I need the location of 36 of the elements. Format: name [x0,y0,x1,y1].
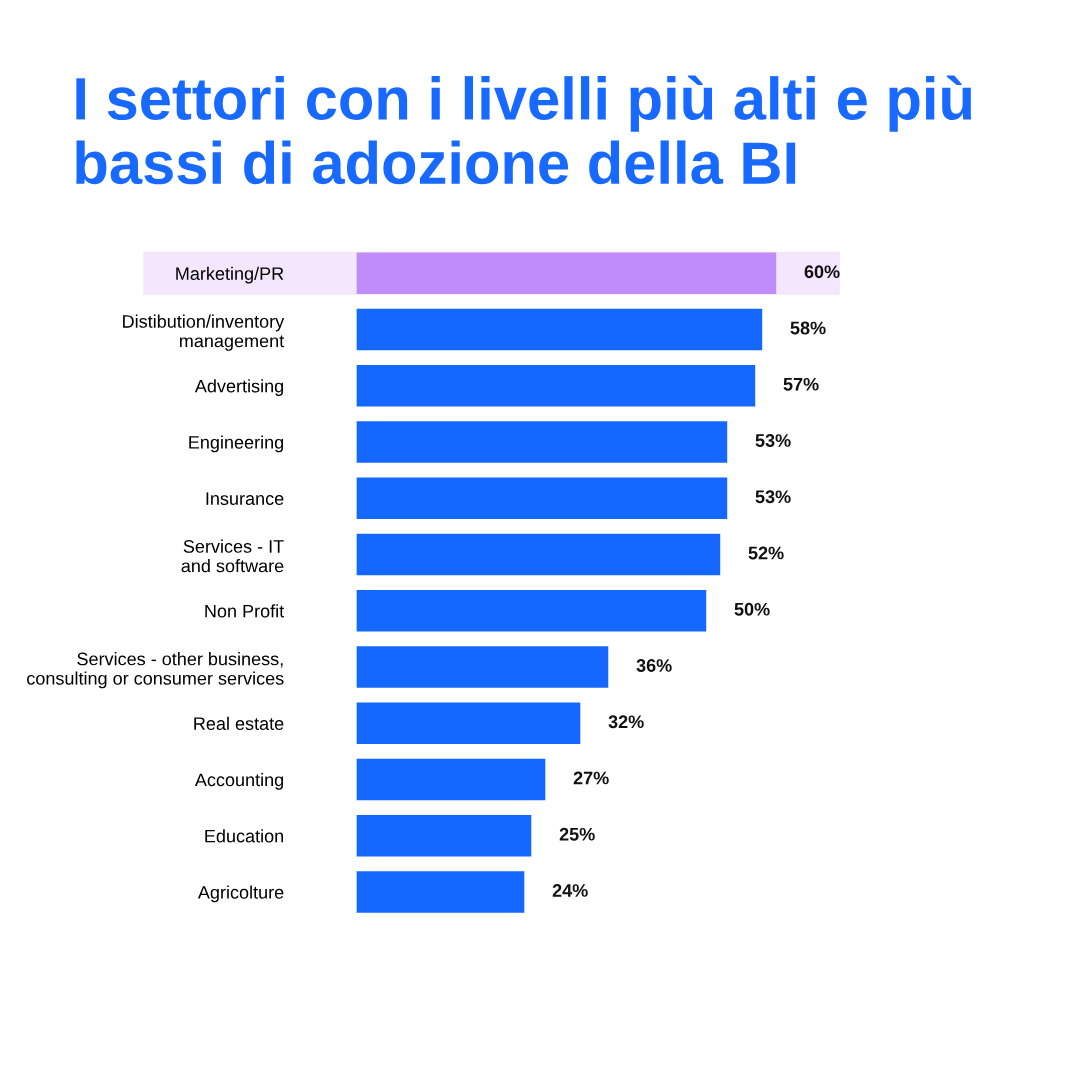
y-tick-label: Engineering [189,435,284,453]
bar [356,646,609,688]
y-tick-label: Accounting [194,772,284,790]
bar [356,589,707,632]
bar [356,533,721,576]
y-tick-label: Real estate [194,716,284,731]
y-tick-label: Services - IT and software [181,539,284,573]
y-tick-label: Non Profit [205,604,285,618]
data-label: 24% [552,884,588,897]
bar [356,702,581,745]
y-tick-label: Education [205,829,284,843]
chart-title: I settori con i livelli più alti e più bassi di adozione della BI [76,75,972,185]
bar [356,758,546,801]
y-tick-label: Distibution/inventory management [123,314,285,351]
bar [356,364,756,407]
y-tick-label: Advertising [194,379,284,397]
data-label: 27% [573,771,609,785]
data-label: 25% [559,827,595,841]
bar [356,421,728,463]
data-label: 53% [755,490,791,504]
y-tick-label: Agricolture [197,885,284,903]
y-tick-label: Insurance [206,492,284,506]
data-label: 60% [804,265,840,279]
y-tick-label: Marketing/PR [176,266,284,284]
bar [356,308,763,351]
bar [356,477,728,520]
data-label: 53% [755,434,791,447]
data-label: 58% [790,321,826,335]
data-label: 52% [748,546,784,560]
data-label: 57% [783,377,819,391]
data-label: 50% [734,602,770,616]
data-label: 32% [608,715,644,729]
bar [356,814,532,857]
data-label: 36% [636,659,672,672]
bar [356,871,525,913]
y-tick-label: Services - other business, consulting or consumer services [27,652,284,689]
